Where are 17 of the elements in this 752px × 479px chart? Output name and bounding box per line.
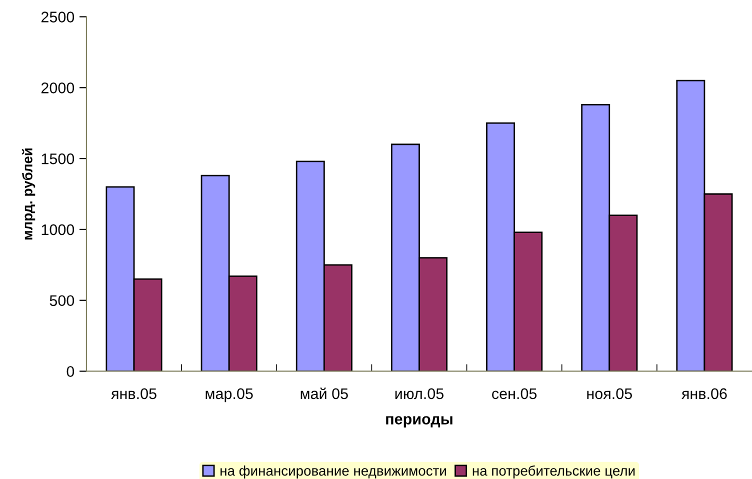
x-tick-label: май 05	[300, 388, 348, 400]
x-tick-label: мар.05	[206, 388, 253, 402]
y-tick-label: 2000	[41, 82, 74, 94]
y-tick-label: 2500	[41, 12, 74, 22]
y-tick-label: 0	[66, 366, 74, 377]
y-axis-title: млрд. рублей	[22, 148, 36, 240]
x-axis-title: периоды	[386, 416, 452, 428]
x-tick-label: янв.05	[111, 388, 156, 400]
x-tick-label: июл.05	[395, 388, 444, 400]
legend-label: на финансирование недвижимости	[220, 466, 446, 478]
y-tick-label: 500	[50, 295, 74, 306]
legend-label: на потребительские цели	[472, 465, 635, 478]
x-tick-label: янв.06	[682, 388, 727, 400]
x-tick-label: сен.05	[492, 388, 537, 400]
x-tick-label: ноя.05	[587, 388, 632, 400]
y-tick-label: 1000	[42, 224, 74, 236]
y-tick-label: 1500	[42, 153, 74, 164]
